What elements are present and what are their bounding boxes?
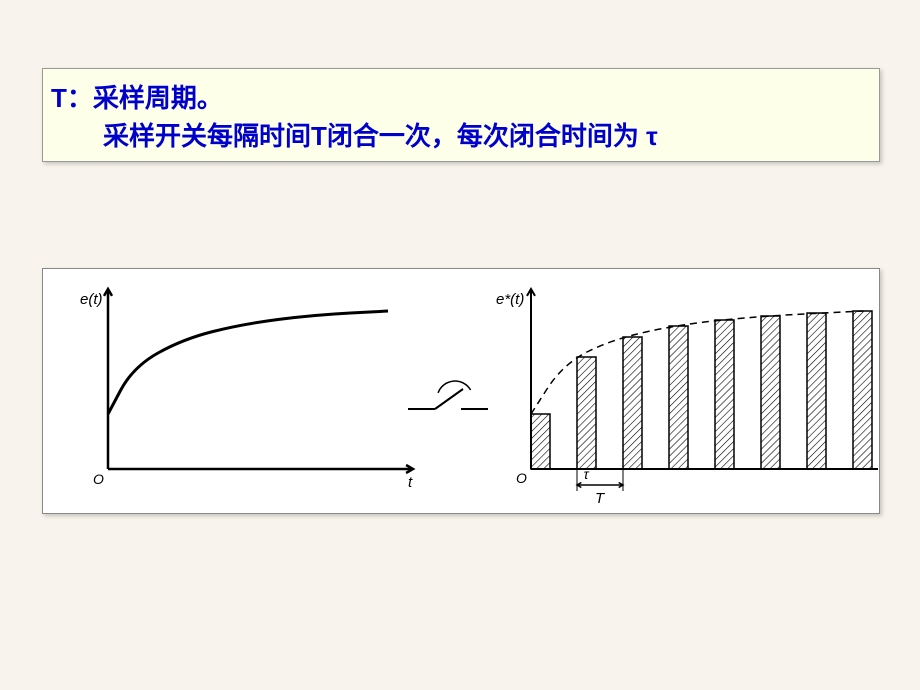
svg-text:O: O — [93, 471, 104, 487]
svg-text:O: O — [516, 470, 527, 486]
definition-text-box: T：采样周期。 采样开关每隔时间T闭合一次，每次闭合时间为 τ — [42, 68, 880, 162]
figure-container: e(t) t Oe*(t) OτT — [42, 268, 880, 514]
svg-text:t: t — [408, 474, 413, 491]
text-line-1: T：采样周期。 — [51, 79, 871, 117]
text-line-2: 采样开关每隔时间T闭合一次，每次闭合时间为 τ — [51, 117, 871, 155]
svg-text:e*(t): e*(t) — [496, 291, 524, 308]
svg-text:T: T — [595, 490, 606, 507]
svg-text:e(t): e(t) — [80, 291, 103, 308]
svg-text:τ: τ — [584, 466, 590, 482]
sampling-diagram: e(t) t Oe*(t) OτT — [43, 269, 881, 515]
